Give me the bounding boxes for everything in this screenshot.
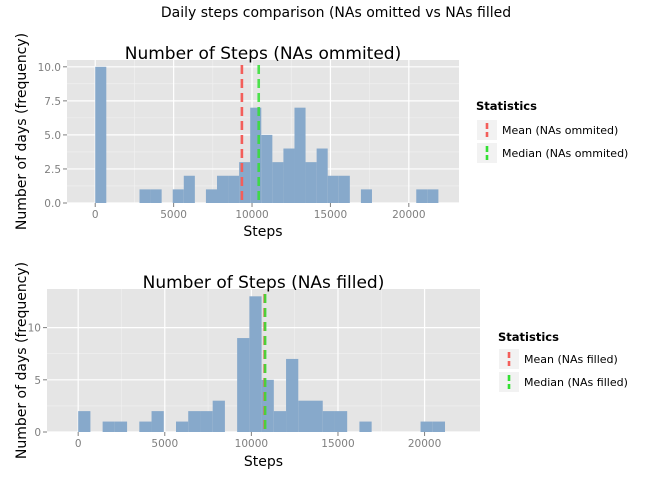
x-tick-label: 10000 [235, 438, 268, 450]
chart-title: Number of Steps (NAs ommited) [125, 44, 401, 64]
x-axis-label: Steps [243, 224, 282, 240]
y-tick-label: 0 [34, 427, 41, 439]
histogram-bar [334, 411, 348, 432]
legend-item-label: Mean (NAs ommited) [502, 124, 618, 137]
x-tick-label: 0 [92, 209, 99, 221]
y-tick-label: 5 [34, 375, 41, 387]
x-tick-label: 5000 [160, 209, 187, 221]
chart-panel-1: 0 5000 10000 15000 20000 0.0 2.5 5.0 7.5 10.0 Numb… [14, 33, 628, 240]
legend-item-label: Median (NAs filled) [524, 376, 628, 389]
histogram-bar [327, 175, 339, 203]
histogram-bar [261, 134, 273, 203]
histogram-bar [78, 411, 91, 432]
legend-key-background [499, 372, 519, 392]
x-axis-label: Steps [244, 454, 283, 470]
x-tick-label: 20000 [408, 438, 441, 450]
histogram-bar [310, 400, 323, 432]
y-axis-label: Number of days (frequency) [14, 262, 30, 459]
x-tick-label: 5000 [151, 438, 178, 450]
legend: Statistics Mean (NAs ommited) Median (NAs … [476, 99, 628, 163]
histogram-bar [420, 421, 433, 432]
histogram-bar [188, 411, 201, 432]
histogram-bar [427, 189, 439, 203]
histogram-bar [212, 400, 225, 432]
histogram-bar [249, 296, 262, 432]
histogram-bar [298, 400, 311, 432]
y-tick-label: 5.0 [44, 130, 61, 142]
y-tick-label: 0.0 [44, 198, 61, 210]
legend: Statistics Mean (NAs filled) Median (NAs f… [498, 330, 628, 392]
histogram-bar [150, 189, 162, 203]
histogram-bar [175, 421, 189, 432]
figure-title: Daily steps comparison (NAs omitted vs N… [161, 5, 511, 21]
histogram-bar [102, 421, 115, 432]
y-tick-label: 10.0 [38, 62, 61, 74]
histogram-bar [432, 421, 446, 432]
histogram-bar [273, 411, 287, 432]
histogram-bar [416, 189, 428, 203]
histogram-bar [95, 66, 107, 203]
histogram-bar [322, 411, 335, 432]
histogram-bar [250, 107, 262, 203]
histogram-bar [205, 189, 217, 203]
histogram-bar [239, 162, 251, 203]
histogram-bar [316, 148, 328, 203]
histogram-bar [183, 175, 195, 203]
histogram-bar [283, 148, 295, 203]
y-tick-label: 10 [28, 323, 41, 335]
histogram-bar [272, 162, 284, 203]
x-tick-label: 10000 [235, 209, 268, 221]
histogram-bar [294, 107, 306, 203]
histogram-bar [114, 421, 128, 432]
histogram-bar [172, 189, 184, 203]
histogram-bar [216, 175, 229, 203]
histogram-bar [359, 421, 372, 432]
histogram-bar [228, 175, 240, 203]
histogram-bar [151, 411, 164, 432]
chart-panel-2: 0 5000 10000 15000 20000 0 5 10 Number of Steps … [14, 262, 628, 470]
legend-key-background [477, 120, 497, 140]
x-tick-label: 0 [75, 438, 82, 450]
histogram-bar [139, 421, 152, 432]
histogram-bar [286, 358, 299, 432]
y-tick-label: 2.5 [44, 164, 61, 176]
histogram-bar [360, 189, 372, 203]
y-axis-label: Number of days (frequency) [14, 33, 30, 230]
histogram-bar [200, 411, 213, 432]
chart-panels: 0 5000 10000 15000 20000 0.0 2.5 5.0 7.5 10.0 Numb… [14, 33, 628, 470]
histogram-bar [139, 189, 151, 203]
histogram-bar [338, 175, 350, 203]
legend-item-label: Mean (NAs filled) [524, 353, 618, 366]
legend-title: Statistics [498, 330, 559, 344]
legend-key-background [477, 143, 497, 163]
histogram-bar [305, 162, 317, 203]
legend-item-label: Median (NAs ommited) [502, 147, 628, 160]
x-tick-label: 15000 [314, 209, 347, 221]
chart-title: Number of Steps (NAs filled) [143, 273, 385, 293]
legend-key-background [499, 349, 519, 369]
x-tick-label: 15000 [321, 438, 354, 450]
histogram-bar [237, 338, 250, 432]
x-tick-label: 20000 [392, 209, 425, 221]
y-tick-label: 7.5 [44, 96, 61, 108]
legend-title: Statistics [476, 99, 537, 113]
